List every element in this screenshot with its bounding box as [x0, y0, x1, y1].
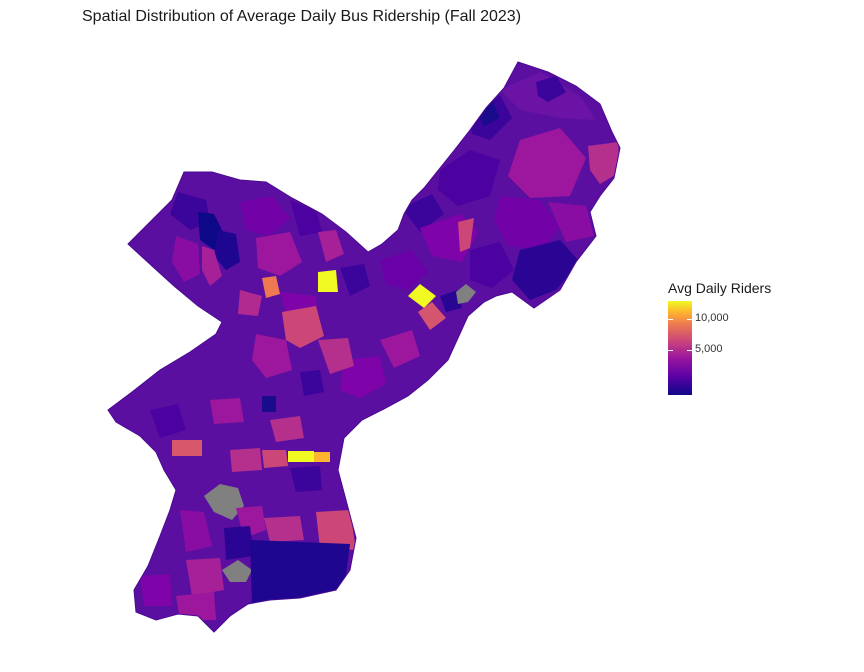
tract — [440, 290, 462, 312]
legend-tickmark-10000 — [668, 319, 673, 320]
tract — [316, 510, 356, 550]
tract — [238, 290, 262, 316]
tract — [140, 574, 172, 606]
tract — [202, 246, 222, 286]
legend-colorbar — [668, 301, 692, 395]
legend-tickmark-5000-right — [687, 350, 692, 351]
tract — [456, 284, 476, 304]
tract — [262, 396, 276, 412]
tract — [256, 232, 302, 276]
tract — [470, 242, 514, 288]
tract — [150, 404, 186, 438]
tract — [288, 451, 314, 462]
tract — [210, 398, 244, 424]
tract — [262, 450, 288, 468]
tract — [264, 516, 304, 542]
tract — [214, 230, 240, 270]
tract — [536, 76, 566, 102]
tract — [458, 218, 474, 252]
tract — [282, 306, 324, 348]
tract — [250, 540, 350, 604]
legend-tickmark-10000-right — [687, 319, 692, 320]
tract — [186, 558, 224, 596]
tract — [204, 484, 244, 520]
tract — [408, 284, 436, 308]
tract — [252, 334, 292, 378]
tract — [290, 466, 322, 492]
tract — [494, 196, 560, 250]
tract — [380, 330, 420, 368]
tract — [508, 128, 586, 198]
legend-title: Avg Daily Riders — [668, 280, 772, 296]
tract — [340, 264, 370, 296]
tract — [172, 440, 202, 456]
tract — [176, 592, 216, 620]
tract — [548, 202, 594, 242]
tract — [270, 416, 304, 442]
tract — [262, 276, 280, 298]
tract — [588, 142, 620, 184]
tract — [224, 526, 254, 560]
tract — [222, 560, 252, 582]
legend-tick-label: 10,000 — [695, 312, 729, 324]
tract — [300, 370, 324, 396]
map-title: Spatial Distribution of Average Daily Bu… — [82, 8, 522, 25]
tract — [512, 240, 580, 300]
tract — [318, 338, 354, 374]
tract — [230, 448, 262, 472]
tract — [318, 230, 344, 262]
color-legend: Avg Daily Riders 10,000 5,000 — [668, 280, 818, 430]
tract — [240, 196, 290, 236]
legend-tickmark-5000 — [668, 350, 673, 351]
tract — [180, 510, 212, 552]
tract — [438, 150, 500, 206]
legend-tick-label: 5,000 — [695, 343, 723, 355]
city-map — [107, 61, 621, 633]
tract — [402, 194, 444, 232]
tract — [290, 200, 322, 236]
tract — [418, 302, 446, 330]
tract — [318, 270, 338, 292]
tract — [172, 236, 200, 282]
tract-areas — [140, 72, 620, 620]
tract — [380, 250, 428, 290]
tract — [314, 452, 330, 462]
